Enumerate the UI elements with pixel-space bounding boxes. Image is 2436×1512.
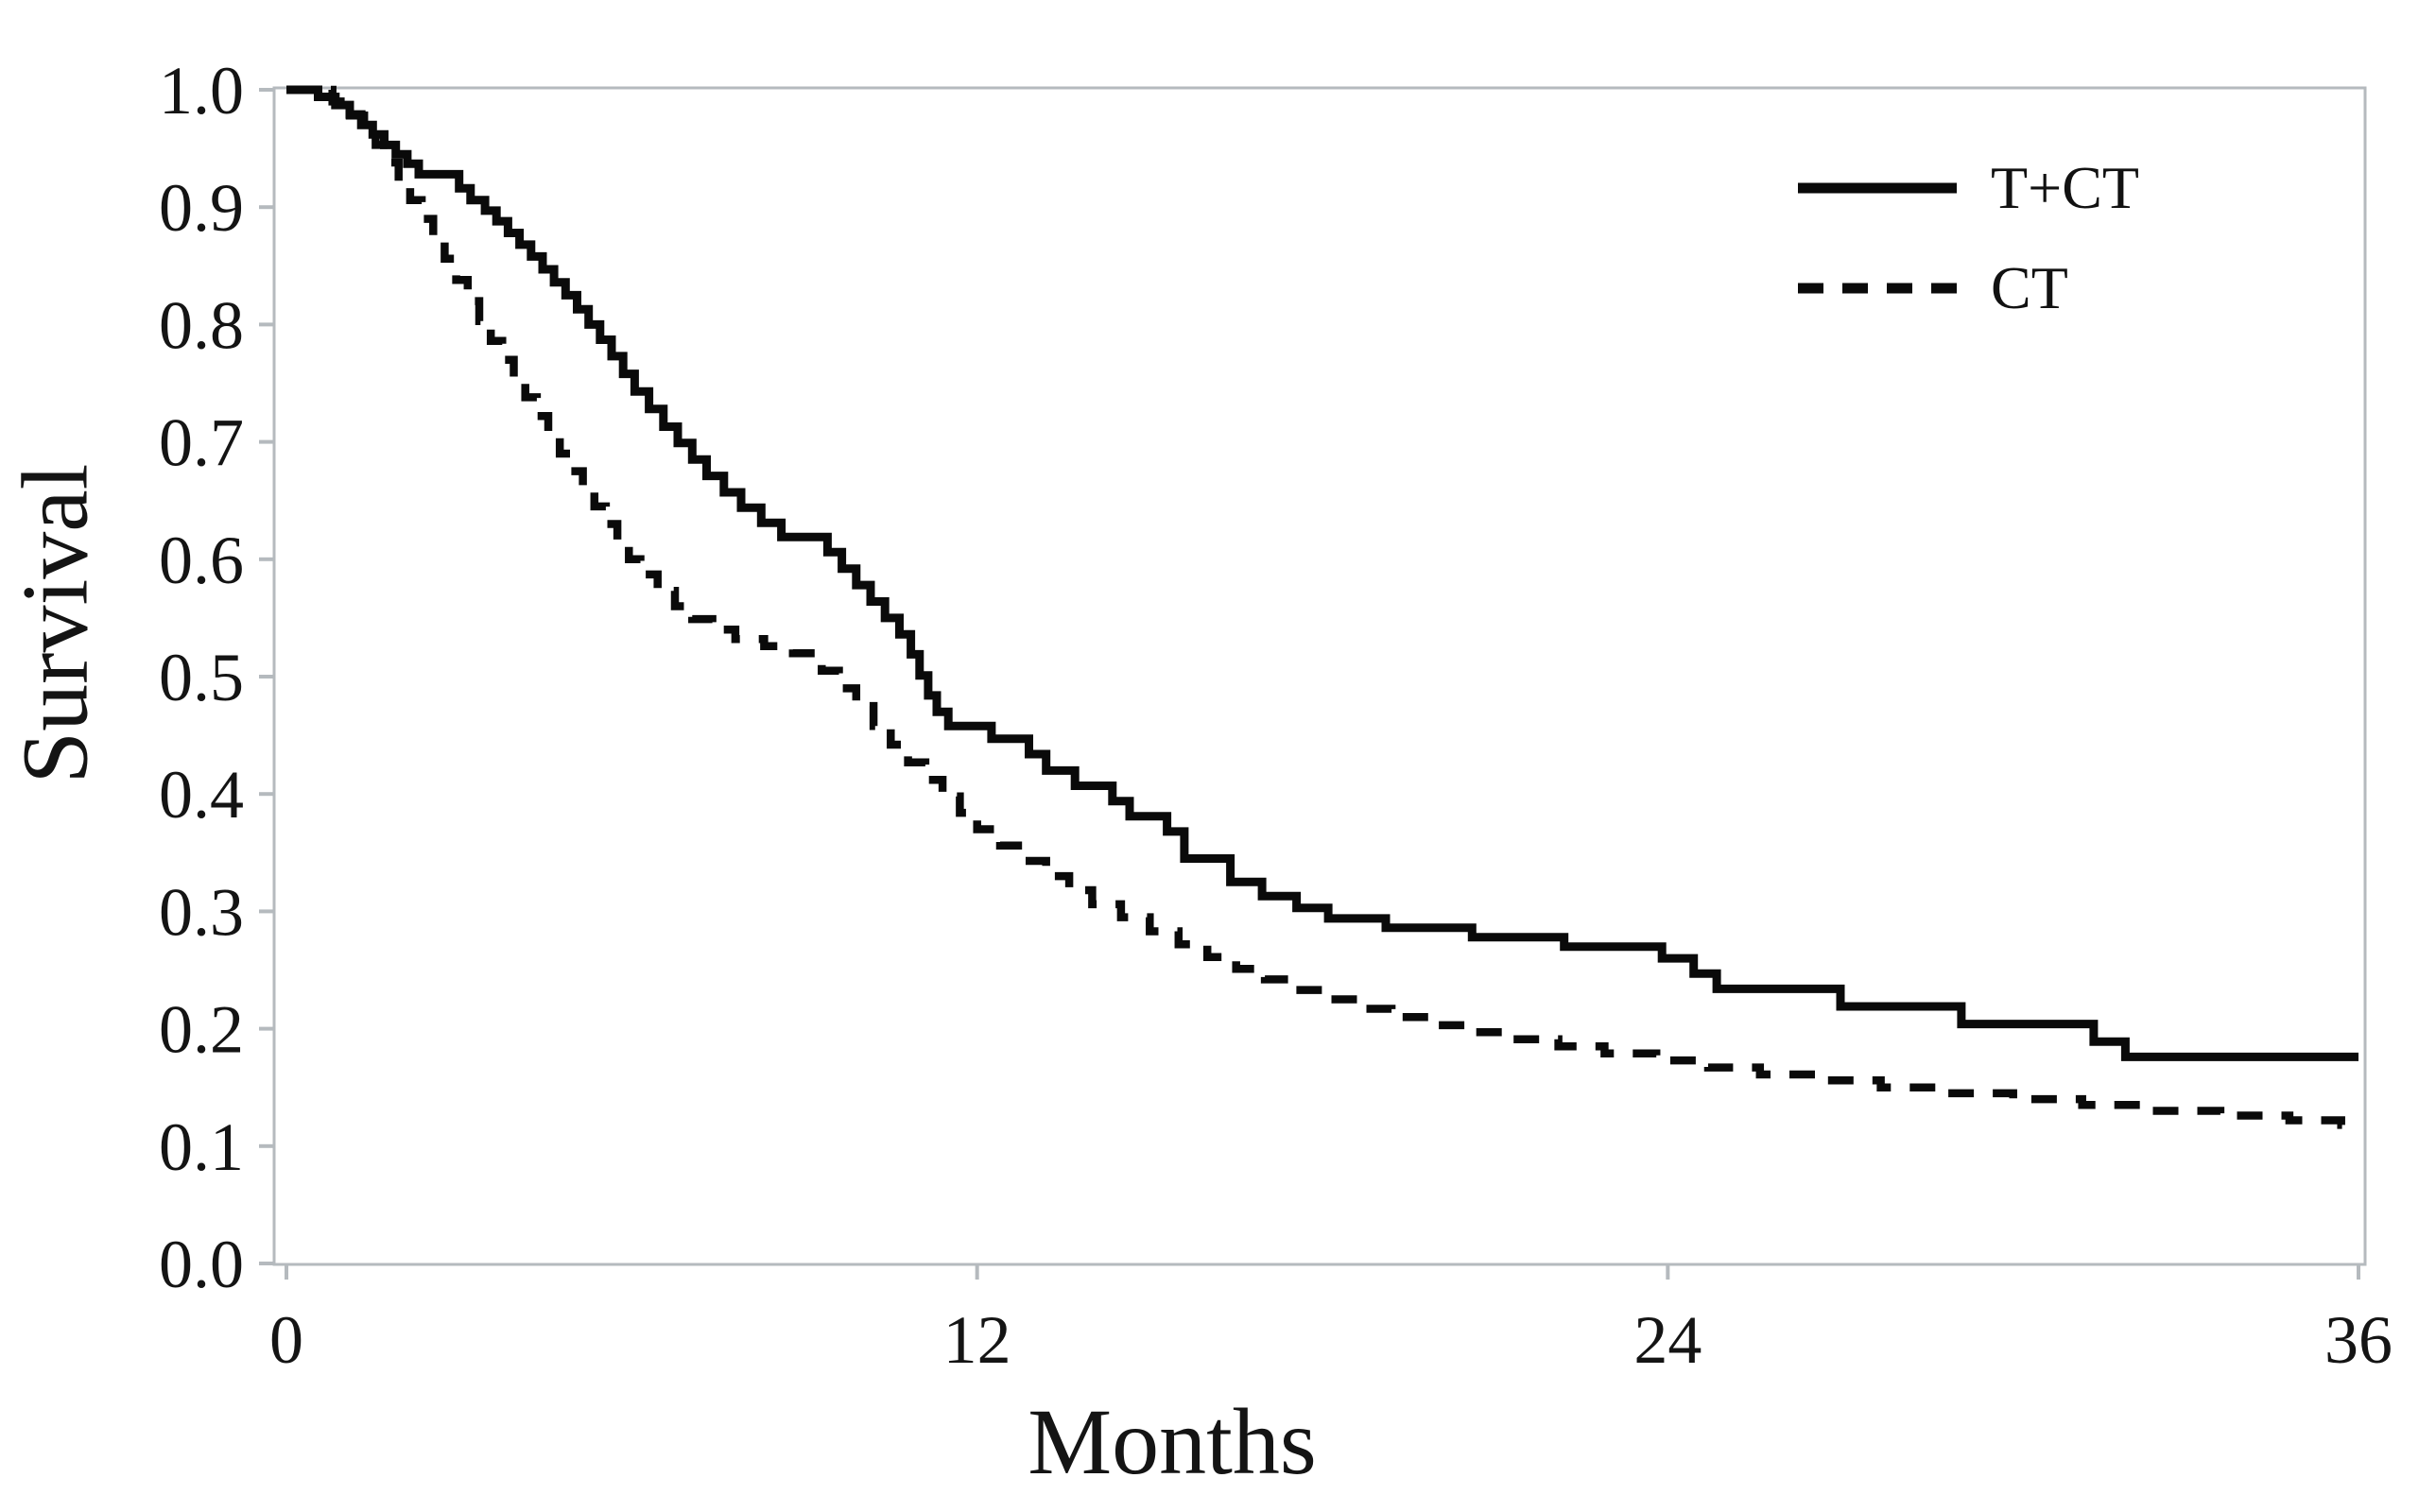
svg-text:0.6: 0.6 [159, 523, 244, 598]
x-axis-tick-labels: 0 12 24 36 [269, 1302, 2393, 1378]
legend-label-tct: T+CT [1991, 154, 2139, 221]
svg-text:12: 12 [943, 1302, 1011, 1378]
svg-text:24: 24 [1633, 1302, 1702, 1378]
legend: T+CT CT [1796, 138, 2139, 338]
y-axis-title: Survival [2, 463, 108, 784]
series-lines [286, 85, 2358, 1129]
svg-text:1.0: 1.0 [159, 53, 244, 129]
svg-text:0.5: 0.5 [159, 640, 244, 715]
svg-text:0.0: 0.0 [159, 1227, 244, 1302]
svg-text:0.4: 0.4 [159, 757, 244, 833]
legend-item-tct: T+CT [1796, 138, 2139, 238]
svg-text:0.9: 0.9 [159, 170, 244, 246]
legend-item-ct: CT [1796, 238, 2139, 338]
legend-solid-line-sample [1798, 182, 1957, 194]
svg-text:0.8: 0.8 [159, 287, 244, 363]
series-line-ct [286, 85, 2358, 1129]
svg-text:0.7: 0.7 [159, 405, 244, 481]
x-axis-title: Months [1028, 1389, 1317, 1494]
legend-dashed-line-sample [1798, 283, 1957, 294]
series-line-t-ct [286, 85, 2358, 1061]
svg-text:36: 36 [2324, 1302, 2393, 1378]
svg-text:0.3: 0.3 [159, 874, 244, 950]
svg-text:0.2: 0.2 [159, 992, 244, 1068]
axis-ticks [259, 88, 2360, 1280]
svg-text:0.1: 0.1 [159, 1109, 244, 1185]
legend-label-ct: CT [1991, 254, 2068, 321]
y-axis-tick-labels: 0.0 0.1 0.2 0.3 0.4 0.5 0.6 0.7 0.8 0.9 1.0 [159, 53, 244, 1302]
svg-text:0: 0 [269, 1302, 303, 1378]
